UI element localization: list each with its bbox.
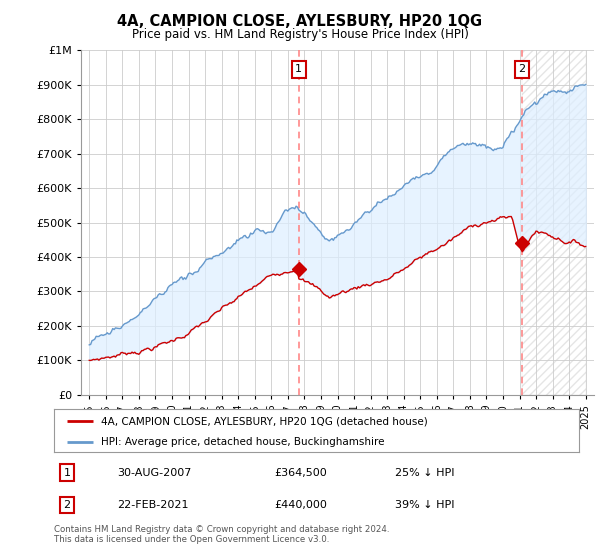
Text: 4A, CAMPION CLOSE, AYLESBURY, HP20 1QG (detached house): 4A, CAMPION CLOSE, AYLESBURY, HP20 1QG (… xyxy=(101,416,428,426)
Text: Price paid vs. HM Land Registry's House Price Index (HPI): Price paid vs. HM Land Registry's House … xyxy=(131,28,469,41)
Text: 25% ↓ HPI: 25% ↓ HPI xyxy=(395,468,455,478)
Text: 4A, CAMPION CLOSE, AYLESBURY, HP20 1QG: 4A, CAMPION CLOSE, AYLESBURY, HP20 1QG xyxy=(118,14,482,29)
Text: £440,000: £440,000 xyxy=(275,500,328,510)
Text: 30-AUG-2007: 30-AUG-2007 xyxy=(117,468,191,478)
Text: £364,500: £364,500 xyxy=(275,468,327,478)
Text: 1: 1 xyxy=(64,468,71,478)
Text: 22-FEB-2021: 22-FEB-2021 xyxy=(117,500,188,510)
Text: 1: 1 xyxy=(295,64,302,74)
Text: 39% ↓ HPI: 39% ↓ HPI xyxy=(395,500,455,510)
Text: 2: 2 xyxy=(64,500,71,510)
Text: Contains HM Land Registry data © Crown copyright and database right 2024.
This d: Contains HM Land Registry data © Crown c… xyxy=(54,525,389,544)
Text: HPI: Average price, detached house, Buckinghamshire: HPI: Average price, detached house, Buck… xyxy=(101,437,385,446)
Text: 2: 2 xyxy=(518,64,525,74)
